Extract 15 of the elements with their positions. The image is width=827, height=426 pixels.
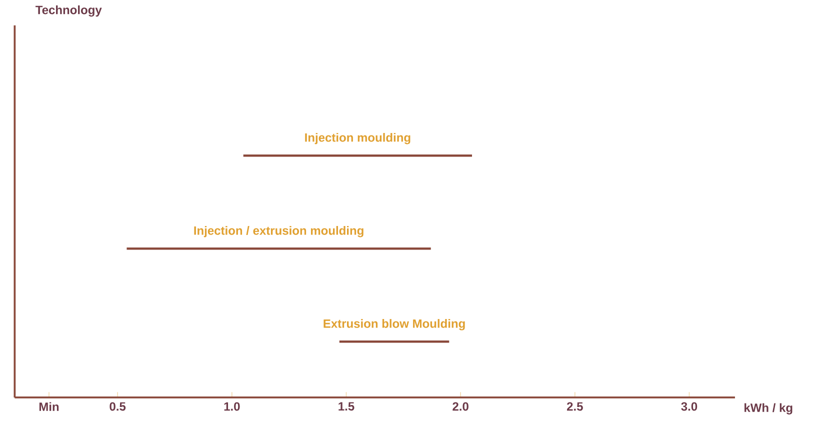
- x-tick-label: Min: [39, 402, 59, 412]
- x-tick-label: 0.5: [110, 402, 126, 411]
- bar: [243, 154, 472, 157]
- y-tick-label: Injection moulding: [305, 133, 410, 144]
- bar: [126, 248, 431, 250]
- x-axis-title: kWh / kg: [744, 403, 792, 415]
- y-tick-label: Extrusion blow Moulding: [324, 319, 465, 331]
- text: Technology: [36, 6, 102, 17]
- bar: [339, 340, 450, 344]
- x-tick-label: 3.0: [681, 402, 698, 411]
- y-tick-label: Injection / extrusion moulding: [194, 226, 364, 238]
- x-tick-label: 2.0: [452, 402, 468, 411]
- x-tick-label: 1.0: [224, 402, 240, 411]
- x-tick-label: 1.5: [338, 402, 354, 411]
- x-tick-label: 2.5: [566, 402, 583, 411]
